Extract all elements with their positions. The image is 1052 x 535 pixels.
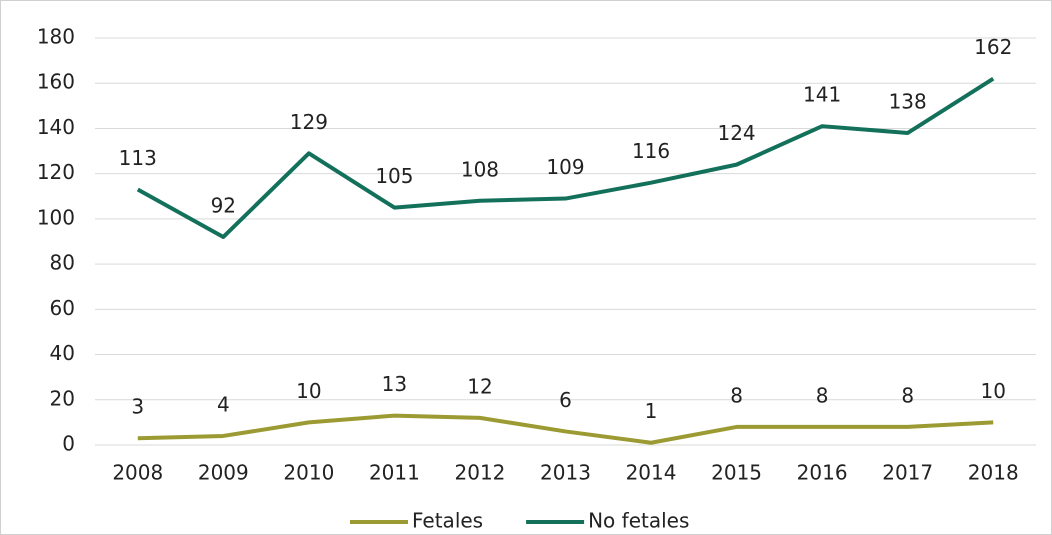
x-tick-label: 2016 bbox=[797, 461, 848, 485]
y-tick-label: 120 bbox=[37, 160, 75, 184]
y-tick-label: 80 bbox=[50, 251, 75, 275]
data-label: 124 bbox=[717, 121, 755, 145]
data-label: 8 bbox=[730, 383, 743, 407]
x-tick-label: 2018 bbox=[968, 461, 1019, 485]
data-label: 6 bbox=[559, 388, 572, 412]
data-label: 108 bbox=[461, 157, 499, 181]
data-label: 141 bbox=[803, 83, 841, 107]
y-tick-label: 60 bbox=[50, 296, 75, 320]
data-label: 3 bbox=[131, 395, 144, 419]
y-tick-label: 160 bbox=[37, 70, 75, 94]
x-tick-label: 2009 bbox=[198, 461, 249, 485]
y-tick-label: 0 bbox=[62, 432, 75, 456]
legend-label: No fetales bbox=[588, 509, 689, 533]
x-tick-label: 2017 bbox=[882, 461, 933, 485]
data-label: 162 bbox=[974, 35, 1012, 59]
data-label: 10 bbox=[296, 379, 321, 403]
data-label: 13 bbox=[382, 372, 407, 396]
data-label: 8 bbox=[816, 383, 829, 407]
x-tick-label: 2010 bbox=[283, 461, 334, 485]
data-label: 109 bbox=[546, 155, 584, 179]
x-tick-label: 2011 bbox=[369, 461, 420, 485]
y-tick-label: 20 bbox=[50, 386, 75, 410]
x-tick-label: 2014 bbox=[626, 461, 677, 485]
data-label: 12 bbox=[467, 374, 492, 398]
y-tick-label: 140 bbox=[37, 115, 75, 139]
series-line bbox=[136, 77, 995, 239]
data-label: 8 bbox=[901, 383, 914, 407]
legend-label: Fetales bbox=[412, 509, 483, 533]
data-label: 10 bbox=[981, 379, 1006, 403]
x-tick-label: 2012 bbox=[455, 461, 506, 485]
data-label: 92 bbox=[211, 193, 236, 217]
data-label: 129 bbox=[290, 110, 328, 134]
y-tick-label: 100 bbox=[37, 205, 75, 229]
data-label: 105 bbox=[375, 164, 413, 188]
y-tick-label: 40 bbox=[50, 341, 75, 365]
data-label: 116 bbox=[632, 139, 670, 163]
data-label: 1 bbox=[645, 399, 658, 423]
data-label: 138 bbox=[889, 89, 927, 113]
x-tick-label: 2013 bbox=[540, 461, 591, 485]
data-label: 113 bbox=[119, 146, 157, 170]
series-line bbox=[137, 413, 994, 445]
x-tick-label: 2008 bbox=[112, 461, 163, 485]
x-tick-label: 2015 bbox=[711, 461, 762, 485]
y-tick-label: 180 bbox=[37, 25, 75, 49]
data-label: 4 bbox=[217, 392, 230, 416]
